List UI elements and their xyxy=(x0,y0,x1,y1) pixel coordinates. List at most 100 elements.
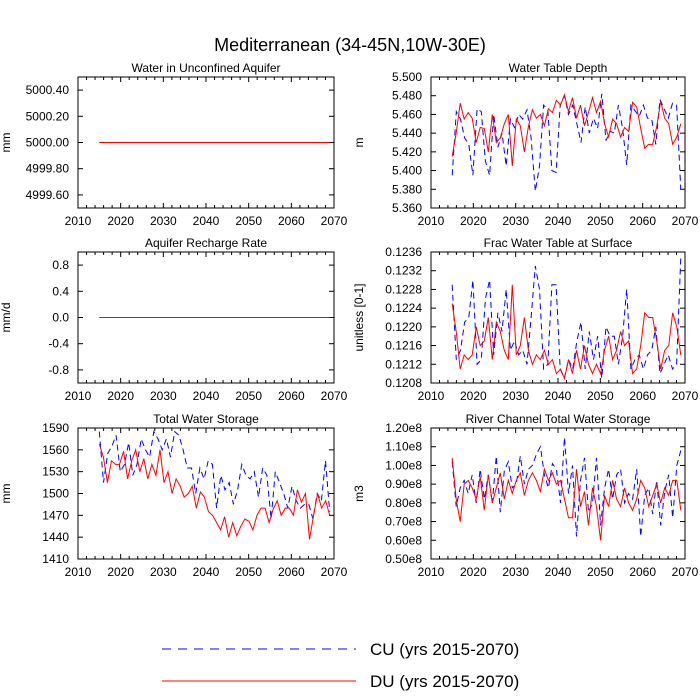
chart-aquifer-recharge: Aquifer Recharge Rate mm/d 2010 2020 2030 204… xyxy=(0,236,348,403)
x-tick-label: 2070 xyxy=(672,389,699,403)
x-tick-label: 2010 xyxy=(418,389,445,403)
y-tick-label: 1.20e8 xyxy=(385,421,422,435)
x-tick-label: 2040 xyxy=(545,214,572,228)
x-tick-label: 2060 xyxy=(629,214,656,228)
y-tick-label: 5.500 xyxy=(392,70,422,84)
x-tick-label: 2070 xyxy=(672,214,699,228)
plot-frame xyxy=(430,251,686,384)
legend-label-du: DU (yrs 2015-2070) xyxy=(370,672,519,691)
x-tick-label: 2030 xyxy=(150,214,177,228)
y-tick-label: -0.8 xyxy=(48,363,69,377)
x-tick-label: 2040 xyxy=(193,214,220,228)
x-tick-label: 2070 xyxy=(321,565,348,579)
y-tick-label: 5.400 xyxy=(392,164,422,178)
y-tick-label: 5000.40 xyxy=(26,83,70,97)
legend-label-cu: CU (yrs 2015-2070) xyxy=(370,640,519,659)
y-tick-label: 0.1208 xyxy=(385,376,422,390)
series-line-cu xyxy=(98,430,331,520)
x-tick-label: 2060 xyxy=(629,389,656,403)
x-tick-label: 2030 xyxy=(502,389,529,403)
x-tick-label: 2020 xyxy=(460,389,487,403)
x-tick-label: 2070 xyxy=(321,389,348,403)
y-tick-label: 1.10e8 xyxy=(385,440,422,454)
y-axis-label: mm xyxy=(0,484,13,504)
y-tick-label: 0.1236 xyxy=(385,245,422,259)
x-tick-label: 2030 xyxy=(502,565,529,579)
x-tick-label: 2020 xyxy=(107,389,134,403)
y-tick-label: 1590 xyxy=(42,421,69,435)
y-axis-label: mm/d xyxy=(0,303,13,333)
y-tick-label: 1530 xyxy=(42,465,69,479)
y-tick-label: 1560 xyxy=(42,443,69,457)
y-tick-label: 5000.00 xyxy=(26,136,70,150)
chart-total-water-storage: Total Water Storage mm 2010 2020 2030 2040 205… xyxy=(0,412,348,579)
y-tick-label: -0.4 xyxy=(48,337,69,351)
x-tick-label: 2050 xyxy=(587,214,614,228)
x-tick-label: 2010 xyxy=(65,565,92,579)
panels-group: Water in Unconfined Aquifer mm 2010 2020 203… xyxy=(0,61,699,579)
x-tick-label: 2060 xyxy=(278,565,305,579)
x-tick-label: 2030 xyxy=(150,389,177,403)
y-tick-label: 0.80e8 xyxy=(385,496,422,510)
y-tick-label: 0.1232 xyxy=(385,264,422,278)
y-tick-label: 1410 xyxy=(42,552,69,566)
x-tick-label: 2070 xyxy=(672,565,699,579)
chart-frac-water-table: Frac Water Table at Surface unitless [0-1… xyxy=(352,236,699,403)
y-tick-label: 0.1224 xyxy=(385,301,422,315)
chart-title: Water Table Depth xyxy=(509,61,608,75)
series-line-du xyxy=(451,284,682,380)
chart-water-unconfined: Water in Unconfined Aquifer mm 2010 2020 203… xyxy=(0,61,348,228)
series-line-du xyxy=(98,443,331,540)
y-tick-label: 5.460 xyxy=(392,107,422,121)
chart-title: Aquifer Recharge Rate xyxy=(145,236,267,250)
x-tick-label: 2050 xyxy=(587,565,614,579)
plot-frame xyxy=(77,427,335,560)
x-tick-label: 2020 xyxy=(107,565,134,579)
legend: CU (yrs 2015-2070) DU (yrs 2015-2070) xyxy=(162,640,519,691)
x-tick-label: 2040 xyxy=(545,565,572,579)
y-tick-label: 0.50e8 xyxy=(385,552,422,566)
x-tick-label: 2020 xyxy=(460,565,487,579)
y-tick-label: 5000.20 xyxy=(26,109,70,123)
y-tick-label: 5.360 xyxy=(392,201,422,215)
chart-title: River Channel Total Water Storage xyxy=(466,412,651,426)
y-tick-label: 0.1228 xyxy=(385,282,422,296)
y-axis-label: mm xyxy=(0,133,13,153)
plot-frame xyxy=(430,427,686,560)
x-tick-label: 2050 xyxy=(235,214,262,228)
y-tick-label: 4999.60 xyxy=(26,188,70,202)
x-tick-label: 2020 xyxy=(460,214,487,228)
y-tick-label: 0.1216 xyxy=(385,339,422,353)
y-tick-label: 0.0 xyxy=(52,311,69,325)
x-tick-label: 2030 xyxy=(502,214,529,228)
y-tick-label: 5.420 xyxy=(392,145,422,159)
y-tick-label: 0.4 xyxy=(52,284,69,298)
y-tick-label: 0.8 xyxy=(52,258,69,272)
x-tick-label: 2060 xyxy=(278,389,305,403)
x-tick-label: 2010 xyxy=(418,214,445,228)
series-line-cu xyxy=(451,256,682,380)
y-axis-label: unitless [0-1] xyxy=(352,283,366,351)
chart-river-channel-storage: River Channel Total Water Storage m3 2010 2… xyxy=(352,412,699,579)
figure-title: Mediterranean (34-45N,10W-30E) xyxy=(214,35,486,55)
y-axis-label: m xyxy=(352,138,366,148)
x-tick-label: 2060 xyxy=(278,214,305,228)
chart-title: Frac Water Table at Surface xyxy=(484,236,633,250)
chart-title: Total Water Storage xyxy=(153,412,259,426)
y-tick-label: 4999.80 xyxy=(26,162,70,176)
x-tick-label: 2070 xyxy=(321,214,348,228)
y-tick-label: 0.70e8 xyxy=(385,515,422,529)
x-tick-label: 2040 xyxy=(193,565,220,579)
y-tick-label: 1470 xyxy=(42,508,69,522)
y-tick-label: 0.1212 xyxy=(385,357,422,371)
chart-water-table-depth: Water Table Depth m 2010 2020 2030 2040 2050 20… xyxy=(352,61,699,228)
y-tick-label: 5.480 xyxy=(392,89,422,103)
series-line-du xyxy=(451,457,682,541)
x-tick-label: 2030 xyxy=(150,565,177,579)
y-tick-label: 0.1220 xyxy=(385,320,422,334)
y-tick-label: 1500 xyxy=(42,487,69,501)
y-axis-label: m3 xyxy=(352,485,366,502)
x-tick-label: 2010 xyxy=(418,565,445,579)
y-tick-label: 5.440 xyxy=(392,126,422,140)
